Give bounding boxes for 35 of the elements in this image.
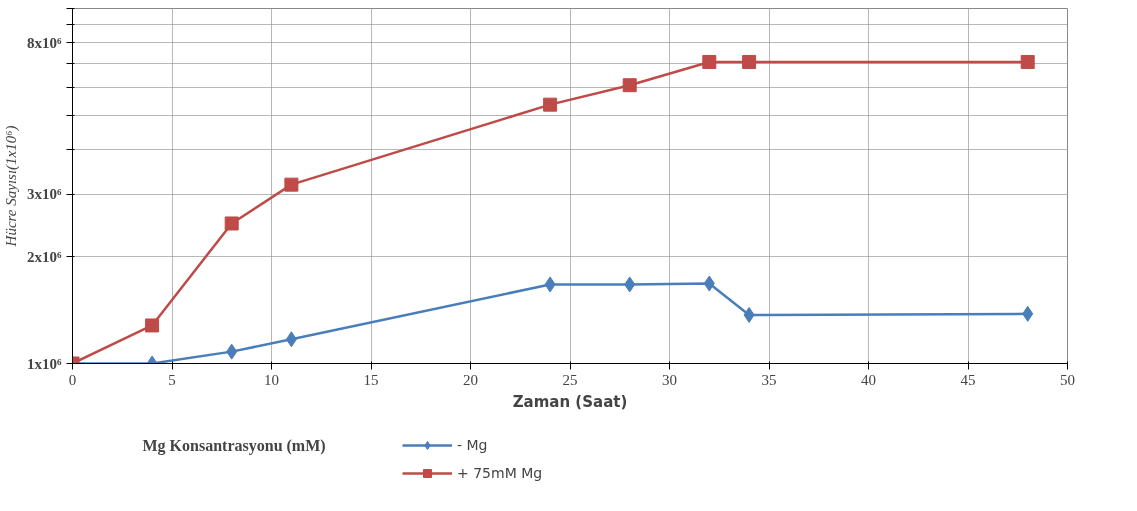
point — [624, 276, 636, 293]
point — [145, 318, 160, 333]
x-tick-label: 20 — [463, 371, 478, 388]
x-tick-label: 25 — [562, 371, 578, 388]
x-axis-title: Zaman (Saat) — [512, 392, 628, 411]
x-tick-label: 30 — [662, 371, 677, 388]
point — [1022, 305, 1034, 322]
point — [742, 54, 757, 69]
point — [226, 343, 238, 360]
point — [1020, 54, 1035, 69]
point — [622, 78, 637, 93]
y-tick-label: 8x10⁶ — [27, 34, 62, 51]
x-tick-label: 15 — [363, 371, 379, 388]
y-axis-title: Hücre Sayısı(1x10⁶) — [3, 125, 20, 248]
point — [224, 216, 239, 231]
x-tick-label: 5 — [168, 371, 176, 388]
x-tick-label: 50 — [1060, 371, 1075, 388]
point — [543, 97, 558, 112]
text: Mg Konsantrasyonu (mM) — [142, 436, 326, 455]
y-tick-label: 2x10⁶ — [27, 248, 62, 265]
point — [702, 54, 717, 69]
y-tick-label: 3x10⁶ — [27, 186, 62, 203]
x-tick-label: 0 — [68, 371, 77, 388]
point — [285, 331, 297, 348]
y-tick-label: 1x10⁶ — [27, 355, 62, 372]
x-tick-label: 45 — [960, 371, 976, 388]
point — [284, 177, 299, 192]
legend-label: + 75mM Mg — [457, 465, 543, 481]
point — [743, 306, 755, 323]
point — [544, 276, 556, 293]
x-tick-label: 40 — [861, 371, 876, 388]
x-tick-label: 35 — [761, 371, 777, 388]
point — [703, 275, 715, 292]
x-tick-label: 10 — [264, 371, 279, 388]
legend-label: - Mg — [457, 437, 488, 453]
